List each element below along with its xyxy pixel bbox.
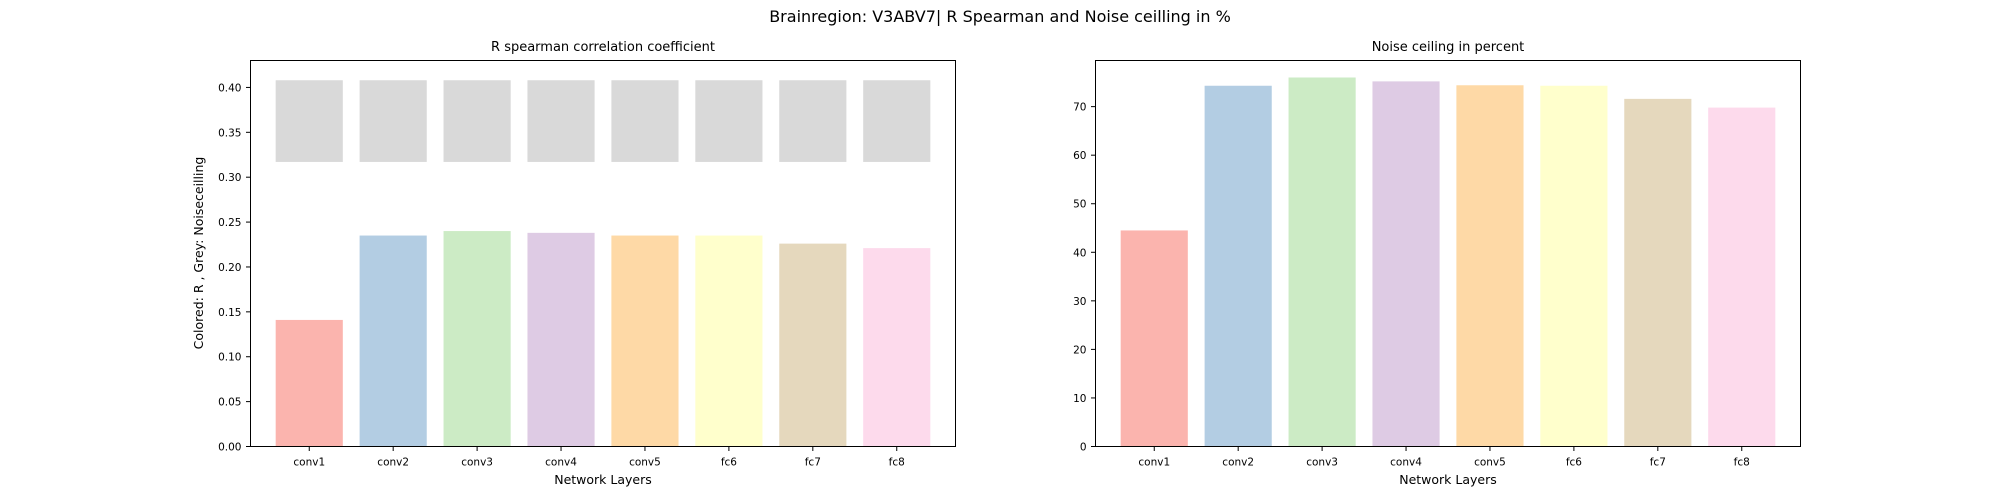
y-tick-label: 30 <box>1073 296 1086 308</box>
y-tick-label: 10 <box>1073 393 1086 405</box>
x-tick-label: fc8 <box>889 457 905 469</box>
noise-ceiling-bar <box>863 80 931 162</box>
bar <box>275 319 343 447</box>
bar <box>863 248 931 447</box>
bar <box>1708 107 1776 447</box>
x-tick-label: conv4 <box>1390 457 1422 469</box>
x-tick-label: fc6 <box>721 457 737 469</box>
x-axis-label: Network Layers <box>1399 472 1497 487</box>
noise-ceiling-bar <box>275 80 343 162</box>
bar <box>1204 85 1272 447</box>
y-tick-label: 0.35 <box>218 127 241 139</box>
x-tick-label: fc7 <box>805 457 821 469</box>
x-tick-label: fc6 <box>1566 457 1582 469</box>
x-tick-label: conv3 <box>1306 457 1338 469</box>
y-tick-label: 0.15 <box>218 307 241 319</box>
bar <box>1540 85 1608 447</box>
noise-ceiling-bar <box>527 80 595 162</box>
bar <box>527 232 595 447</box>
noise-ceiling-bar <box>611 80 679 162</box>
bar <box>359 235 427 447</box>
bar <box>1288 77 1356 447</box>
x-tick-label: conv1 <box>293 457 325 469</box>
bar <box>779 243 847 447</box>
plot-area: conv1 conv2 conv3 conv4 conv5 fc6 fc7 fc8 0 10 20 3… <box>1073 77 1776 469</box>
y-tick-label: 0.25 <box>218 217 241 229</box>
y-tick-label: 40 <box>1073 247 1086 259</box>
axes-frame <box>1095 60 1801 447</box>
x-axis-label: Network Layers <box>554 472 652 487</box>
y-tick-label: 50 <box>1073 199 1086 211</box>
chart-title: Noise ceiling in percent <box>1372 40 1525 55</box>
figure-suptitle: Brainregion: V3ABV7| R Spearman and Nois… <box>769 7 1231 26</box>
y-tick-label: 0 <box>1080 442 1087 454</box>
plot-area: conv1 conv2 conv3 conv4 conv5 fc6 fc7 fc8 0.00 0.… <box>218 80 931 469</box>
noise-ceiling-bar <box>359 80 427 162</box>
bar <box>695 235 763 447</box>
x-tick-label: conv2 <box>377 457 409 469</box>
chart-r-spearman: R spearman correlation coefficient conv1… <box>191 40 956 487</box>
bar <box>1372 81 1440 447</box>
x-tick-label: conv4 <box>545 457 577 469</box>
bar <box>1624 98 1692 447</box>
noise-ceiling-bar <box>443 80 511 162</box>
y-axis-label: Colored: R , Grey: Noiseceilling <box>191 157 206 350</box>
y-tick-label: 60 <box>1073 150 1086 162</box>
bar <box>443 231 511 447</box>
x-tick-label: conv2 <box>1222 457 1254 469</box>
bar <box>1456 85 1524 447</box>
y-tick-label: 0.00 <box>218 442 241 454</box>
axes-frame <box>250 60 956 447</box>
chart-title: R spearman correlation coefficient <box>491 40 715 55</box>
x-tick-label: conv5 <box>629 457 661 469</box>
y-tick-label: 20 <box>1073 344 1086 356</box>
y-tick-label: 70 <box>1073 102 1086 114</box>
y-tick-label: 0.10 <box>218 352 241 364</box>
noise-ceiling-bar <box>695 80 763 162</box>
bar <box>611 235 679 447</box>
y-tick-label: 0.20 <box>218 262 241 274</box>
x-tick-label: conv3 <box>461 457 493 469</box>
x-tick-label: conv5 <box>1474 457 1506 469</box>
x-tick-label: conv1 <box>1138 457 1170 469</box>
y-tick-label: 0.40 <box>218 82 241 94</box>
x-tick-label: fc7 <box>1650 457 1666 469</box>
bar <box>1120 230 1188 447</box>
y-tick-label: 0.05 <box>218 397 241 409</box>
noise-ceiling-bar <box>779 80 847 162</box>
chart-noise-ceiling: Noise ceiling in percent conv1 conv2 conv3… <box>1073 40 1801 487</box>
y-tick-label: 0.30 <box>218 172 241 184</box>
x-tick-label: fc8 <box>1734 457 1750 469</box>
